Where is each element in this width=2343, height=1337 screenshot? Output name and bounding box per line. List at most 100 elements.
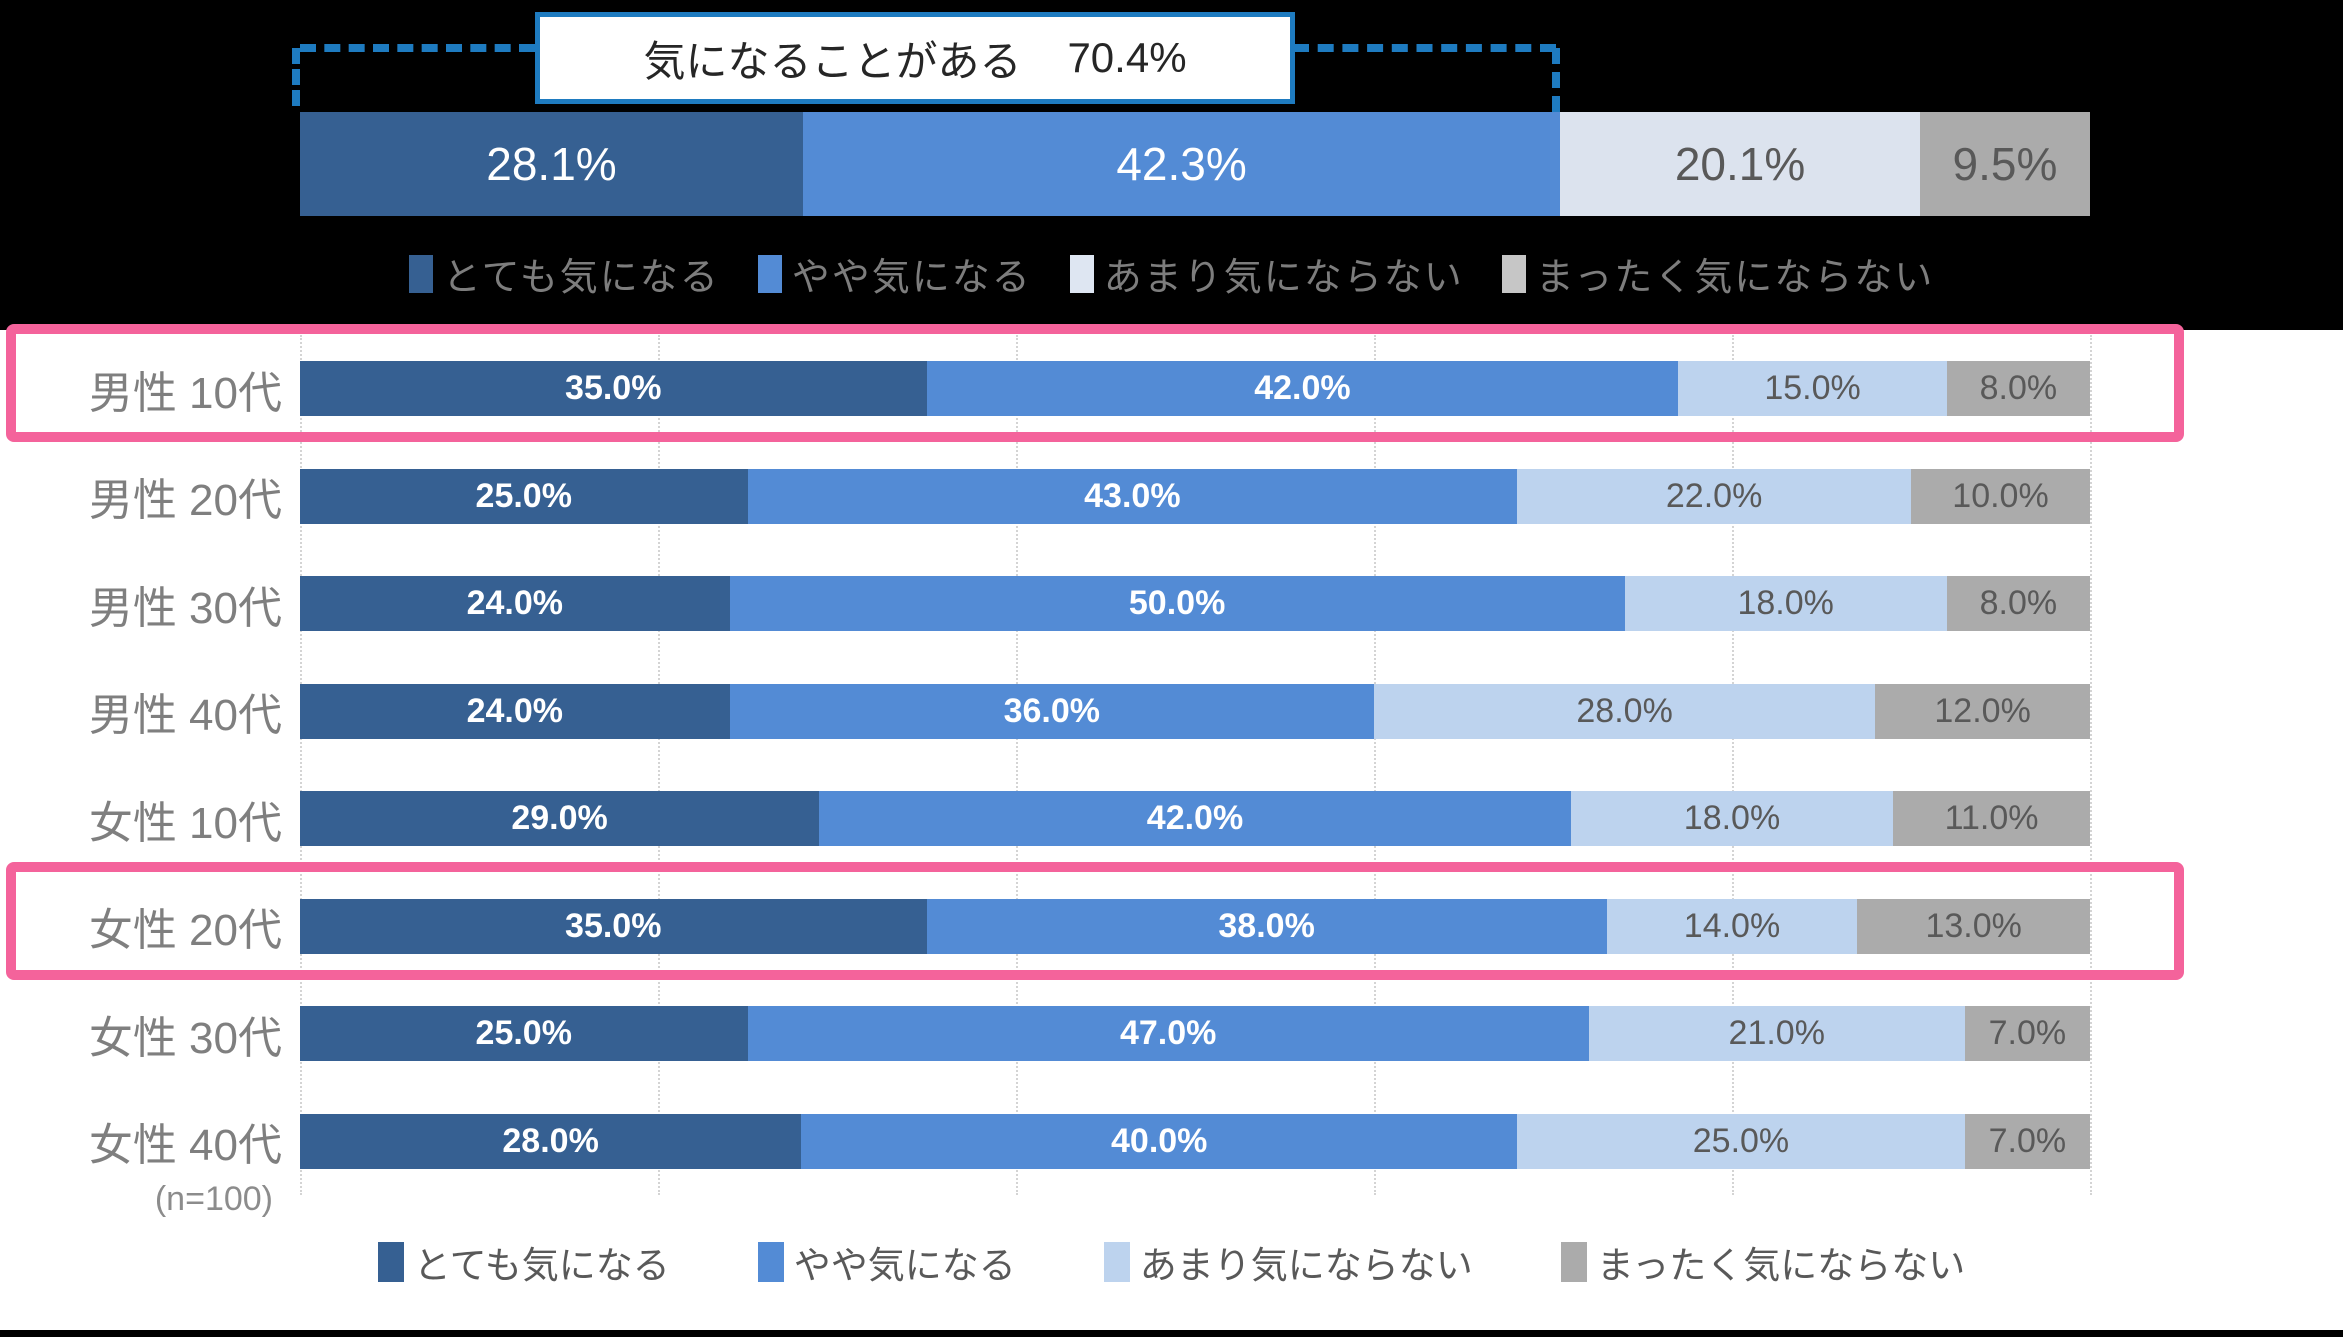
bar-segment-value: 24.0% [466,584,563,622]
legend-label: やや気になる [791,257,1032,299]
bar-segment-value: 40.0% [1111,1121,1208,1160]
row-category-label: 男性 20代 [88,476,282,526]
row-category-label: 男性 10代 [88,368,282,418]
bar-segment-value: 7.0% [1988,1121,2067,1160]
row-stacked-bar: 24.0% 36.0% 28.0% 12.0% [300,683,2090,739]
callout-box: 気になることがある 70.4% [535,12,1295,104]
legend-label: あまり気にならない [1103,257,1464,299]
bar-segment-value: 18.0% [1683,799,1781,837]
bar-segment: 8.0% [1946,361,2090,416]
bracket-right-vertical [1552,48,1560,112]
row-stacked-bar: 25.0% 43.0% 22.0% 10.0% [300,468,2090,524]
bar-segment-value: 24.0% [466,691,563,730]
bar-segment: 24.0% [300,576,730,631]
legend-label: とても気になる [442,257,720,299]
bar-segment-value: 18.0% [1737,584,1834,622]
bar-segment-value: 50.0% [1128,584,1226,622]
legend-label: あまり気にならない [1139,1245,1473,1286]
bar-segment: 28.0% [1374,683,1876,739]
bar-segment-value: 38.0% [1218,906,1315,945]
legend-label: とても気になる [413,1245,670,1286]
row-stacked-bar: 25.0% 47.0% 21.0% 7.0% [300,1006,2090,1061]
gridline [2090,335,2092,1195]
legend-bottom: とても気になる やや気になる あまり気にならない まったく気にならない [0,1235,2343,1289]
row-category-label: 女性 40代 [88,1121,282,1171]
bar-rows: 男性 10代 35.0% 42.0% 15.0% 8.0% 男性 20代 25.0% 43.0… [0,335,2343,1195]
bar-segment-value: 10.0% [1952,476,2049,515]
gridline [658,335,660,1195]
gridline [300,335,302,1195]
legend-label: まったく気にならない [1596,1245,1966,1286]
bar-segment-value: 21.0% [1728,1014,1825,1052]
legend-label: やや気になる [793,1245,1016,1286]
row-category-label: 男性 40代 [88,691,282,741]
bar-segment: 29.0% [300,791,820,846]
legend-item: まったく気にならない [1501,246,1935,301]
bar-segment-value: 13.0% [1925,906,2022,945]
gridline [1016,335,1018,1195]
bar-segment: 18.0% [1624,576,1947,631]
bar-segment-value: 35.0% [565,369,662,407]
bar-row: 男性 40代 24.0% 36.0% 28.0% 12.0% [0,658,2343,766]
legend-item: やや気になる [757,1235,1016,1289]
bar-segment: 35.0% [300,361,927,416]
bar-segment: 35.0% [300,898,927,954]
legend-item: とても気になる [408,246,720,301]
legend-swatch [757,254,782,293]
bar-segment-value: 11.0% [1944,799,2039,837]
row-stacked-bar: 35.0% 38.0% 14.0% 13.0% [300,898,2090,954]
highlight-box [6,861,2184,980]
row-category-label: 女性 10代 [88,798,282,848]
bar-segment: 42.0% [819,791,1571,846]
bar-segment-value: 12.0% [1934,691,2031,730]
legend-item: まったく気にならない [1560,1235,1966,1289]
legend-swatch [1069,254,1094,293]
bracket-right-horizontal [1293,44,1556,52]
summary-segment-value: 28.1% [486,138,617,190]
bar-segment: 25.0% [1517,1113,1965,1169]
legend-swatch [1501,254,1526,293]
bar-segment: 47.0% [747,1006,1589,1061]
summary-segment: 42.3% [802,112,1561,216]
legend-label: まったく気にならない [1535,257,1935,299]
highlight-box [6,324,2184,442]
bracket-left-vertical [292,48,300,106]
summary-segment-value: 9.5% [1952,138,2058,190]
bar-row: 男性 10代 35.0% 42.0% 15.0% 8.0% [0,335,2343,443]
bar-segment-value: 25.0% [475,476,572,515]
summary-segment-value: 20.1% [1674,138,1806,190]
legend-item: とても気になる [377,1235,670,1289]
bar-row: 女性 10代 29.0% 42.0% 18.0% 11.0% [0,765,2343,873]
bar-segment-value: 8.0% [1979,584,2058,622]
legend-swatch [757,1242,784,1282]
bar-segment-value: 7.0% [1988,1014,2067,1052]
bar-segment-value: 47.0% [1119,1014,1217,1052]
legend-top: とても気になる やや気になる あまり気にならない まったく気にならない [0,246,2343,301]
bar-segment-value: 25.0% [475,1014,572,1052]
bar-segment-value: 8.0% [1979,369,2058,407]
legend-item: あまり気にならない [1103,1235,1473,1289]
bar-segment: 50.0% [729,576,1625,631]
bar-segment-value: 28.0% [502,1121,599,1160]
callout-value: 70.4% [1067,34,1187,81]
bar-row: 男性 30代 24.0% 50.0% 18.0% 8.0% [0,550,2343,658]
bar-segment-value: 25.0% [1692,1121,1790,1160]
bar-segment: 18.0% [1570,791,1894,846]
bar-row: 男性 20代 25.0% 43.0% 22.0% 10.0% [0,443,2343,551]
bar-segment: 36.0% [729,683,1374,739]
bar-segment: 22.0% [1517,468,1911,524]
row-stacked-bar: 35.0% 42.0% 15.0% 8.0% [300,361,2090,416]
bar-segment-value: 15.0% [1764,369,1861,407]
bar-segment: 11.0% [1893,791,2090,846]
row-category-label: 女性 30代 [88,1013,282,1063]
bar-segment: 15.0% [1678,361,1947,416]
bar-segment: 40.0% [801,1113,1518,1169]
bar-segment: 13.0% [1857,898,2090,954]
legend-swatch [377,1242,404,1282]
bar-segment: 12.0% [1875,683,2090,739]
summary-segment-value: 42.3% [1116,138,1247,190]
bar-segment: 7.0% [1964,1113,2090,1169]
bar-segment: 21.0% [1588,1006,1965,1061]
legend-item: やや気になる [757,246,1032,301]
gridline [1374,335,1376,1195]
